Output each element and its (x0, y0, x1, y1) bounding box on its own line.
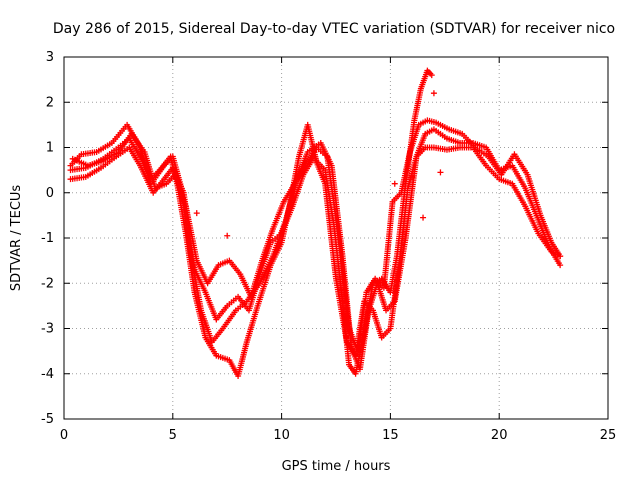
y-axis-label: SDTVAR / TECUs (9, 185, 24, 292)
outlier-point (430, 90, 437, 97)
outlier-point (420, 214, 427, 221)
axis-ticks: 0 5 10 15 20 25 -5 -4 -3 -2 -1 0 1 2 3 (41, 50, 616, 443)
y-tick-label: 1 (46, 141, 54, 156)
y-tick-label: 2 (46, 95, 54, 110)
plot-frame (63, 56, 609, 420)
y-tick-label: 0 (46, 186, 54, 201)
outlier-point (193, 210, 200, 217)
outlier-point (409, 173, 416, 180)
x-tick-label: 15 (382, 428, 399, 443)
outlier-point (391, 180, 398, 187)
data-point-track-2 (557, 262, 564, 269)
chart-title: Day 286 of 2015, Sidereal Day-to-day VTE… (53, 21, 615, 37)
data-point-track-1 (428, 72, 435, 79)
x-tick-label: 5 (169, 428, 177, 443)
y-tick-label: -2 (41, 276, 54, 291)
x-tick-label: 10 (273, 428, 290, 443)
data-points (67, 67, 564, 380)
x-tick-label: 0 (60, 428, 68, 443)
y-tick-label: -5 (41, 412, 54, 427)
y-tick-label: 3 (46, 50, 54, 65)
x-axis-label: GPS time / hours (282, 459, 391, 474)
y-tick-label: -3 (41, 322, 54, 337)
y-tick-label: -1 (41, 231, 54, 246)
y-tick-label: -4 (41, 367, 54, 382)
outlier-point (224, 232, 231, 239)
x-tick-label: 25 (600, 428, 617, 443)
outlier-point (437, 169, 444, 176)
data-point-track-4 (557, 253, 564, 260)
x-tick-label: 20 (491, 428, 508, 443)
